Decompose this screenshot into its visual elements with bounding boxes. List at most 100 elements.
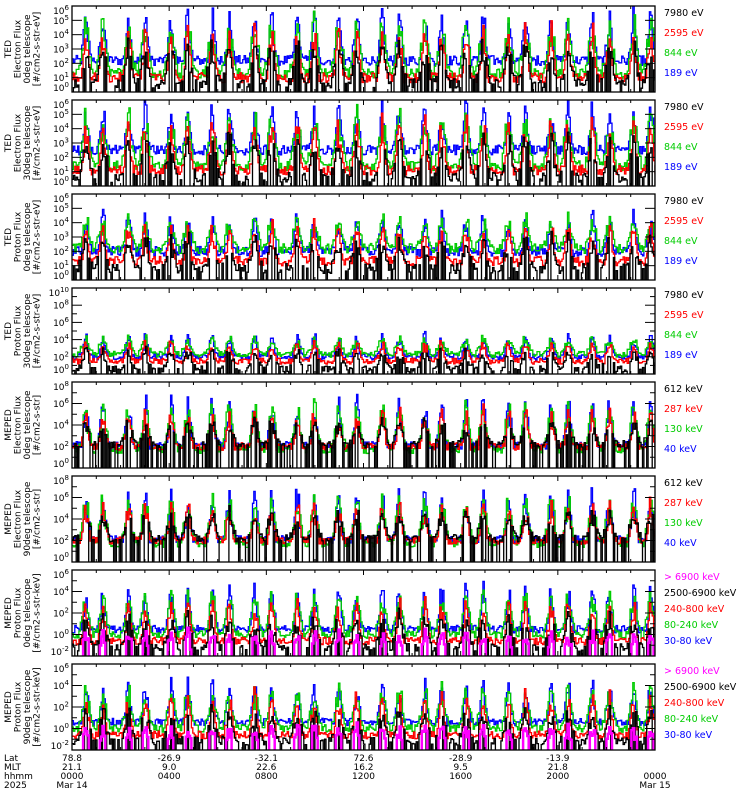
y-tick-label: 106 [53,491,69,504]
y-axis-title-line: 90deg telescope [23,669,33,744]
x-tick-label: 2000 [546,772,569,782]
y-tick-label: 100 [53,175,69,188]
data-layer [72,580,655,656]
y-tick-label: 104 [53,585,69,598]
legend-entry: 2595 eV [664,216,704,227]
y-tick-label: 103 [53,43,69,56]
y-axis-title-line: [#/cm2-s-str] [32,489,42,549]
series-line-240-800-kev [72,686,655,740]
legend-entry: 30-80 keV [664,730,713,741]
y-axis-title-line: Proton Flux [13,211,23,262]
y-tick-label: 108 [53,299,69,312]
y-tick-label: 102 [53,151,69,164]
data-layer [72,6,655,92]
legend-entry: 7980 eV [664,102,704,113]
legend-entry: 2595 eV [664,122,704,133]
series-line--6900-kev [81,626,655,656]
y-axis-title-line: MEPED [4,503,14,535]
x-tick-label: 1600 [449,772,472,782]
y-axis-title: TED Proton Flux 30deg telescope [#/cm2-s-st… [4,293,43,368]
y-tick-label: 100 [53,628,69,641]
series-line-7980-ev [72,230,655,280]
x-tick-label: 9.5 [454,763,468,773]
y-axis-title-line: TED [4,40,14,59]
x-tick-label: -26.9 [158,754,182,764]
data-layer [72,676,655,750]
y-tick-label: 100 [53,363,69,376]
y-axis-title: MEPED Electron Flux 90deg telescope [#/cm2-… [4,481,43,556]
y-tick-label: 103 [53,231,69,244]
x-tick-label: -28.9 [449,754,473,764]
y-tick-label: 104 [53,216,69,229]
y-axis-title-line: MEPED [4,597,14,629]
y-axis-title-line: 0deg telescope [23,390,33,460]
y-axis-title-line: 0deg telescope [23,202,33,272]
y-tick-label: 10-2 [51,645,69,658]
y-tick-label: 100 [53,551,69,564]
legend-entry: 40 keV [664,444,697,455]
x-tick-label: Mar 15 [639,781,670,791]
y-tick-label: 102 [53,701,69,714]
legend-entry: 2595 eV [664,28,704,39]
y-tick-label: 1010 [49,286,69,299]
y-axis-title-line: TED [4,322,14,341]
legend-entry: 240-800 keV [664,698,725,709]
y-axis-title-line: Proton Flux [13,681,23,732]
y-tick-label: 102 [53,57,69,70]
y-axis-title-line: Electron Flux [13,113,23,172]
y-axis-title: MEPED Electron Flux 0deg telescope [#/cm2-s… [4,390,43,460]
y-tick-label: 105 [53,14,69,27]
legend-entry: 40 keV [664,538,697,549]
legend-entry: 30-80 keV [664,636,713,647]
legend-entry: 2500-6900 keV [664,588,737,599]
x-tick-label: 21.8 [548,763,568,773]
data-layer [72,393,655,468]
y-axis-title-line: [#/cm2-s-str-keV] [32,667,42,746]
x-tick-label: 0000 [644,772,667,782]
series-line-189-ev [72,6,655,67]
legend-entry: 240-800 keV [664,604,725,615]
y-axis-title-line: 30deg telescope [23,293,33,368]
x-tick-label: 0800 [255,772,278,782]
x-tick-label: Mar 14 [56,781,88,791]
legend-entry: 2595 eV [664,310,704,321]
x-axis-row-label: MLT [4,763,22,773]
x-tick-label: 78.8 [62,754,82,764]
y-tick-label: 104 [53,679,69,692]
y-axis-title-line: TED [4,228,14,247]
legend-entry: 844 eV [664,48,698,59]
x-tick-label: 9.0 [162,763,177,773]
y-tick-label: 101 [53,259,69,272]
y-axis-title-line: 0deg telescope [23,14,33,84]
x-tick-label: 16.2 [353,763,373,773]
legend-entry: 189 eV [664,68,698,79]
x-tick-label: 1200 [352,772,375,782]
y-tick-label: 101 [53,165,69,178]
y-axis-title-line: [#/cm2-s-str-eV] [32,294,42,369]
series-line-2500-6900-kev [72,607,655,656]
y-axis-title: TED Electron Flux 0deg telescope [#/cm2-s-s… [4,12,43,87]
legend-entry: 2500-6900 keV [664,682,737,693]
series-line--6900-kev [81,721,655,750]
x-axis-row-label: hhmm [4,772,33,782]
legend-entry: 612 keV [664,384,703,395]
series-line-7980-ev [72,345,655,374]
y-axis-title-line: TED [4,134,14,153]
x-tick-label: -13.9 [546,754,570,764]
y-tick-label: 104 [53,333,69,346]
y-tick-label: 101 [53,71,69,84]
y-tick-label: 108 [53,380,69,393]
legend-entry: 130 keV [664,518,703,529]
y-tick-label: 104 [53,513,69,526]
x-axis-row-label: Lat [4,754,19,764]
y-axis-title-line: Electron Flux [13,19,23,78]
y-axis-title-line: 30deg telescope [23,105,33,180]
legend-entry: 189 eV [664,162,698,173]
legend-entry: 7980 eV [664,8,704,19]
series-line-7980-ev [72,37,655,92]
y-tick-label: 106 [53,568,69,581]
series-line-240-800-kev [72,596,655,646]
